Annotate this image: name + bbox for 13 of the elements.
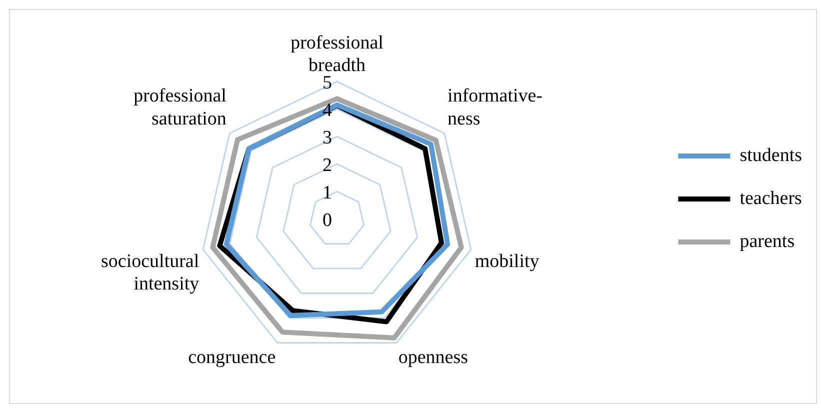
spoke-label: sociocultural intensity: [101, 250, 200, 295]
legend-label: students: [740, 144, 802, 166]
y-tick-label: 2: [322, 155, 332, 176]
spoke-label: congruence: [188, 346, 276, 368]
spoke-label: informative- ness: [448, 86, 543, 130]
y-tick-label: 3: [322, 128, 332, 149]
legend-label: teachers: [740, 188, 802, 209]
spoke-label: professional saturation: [134, 86, 227, 130]
spoke-label: mobility: [474, 250, 540, 272]
spoke-label: openness: [398, 346, 468, 368]
y-tick-label: 1: [322, 182, 332, 204]
y-tick-label: 0: [322, 210, 332, 231]
legend-label: parents: [740, 230, 795, 252]
